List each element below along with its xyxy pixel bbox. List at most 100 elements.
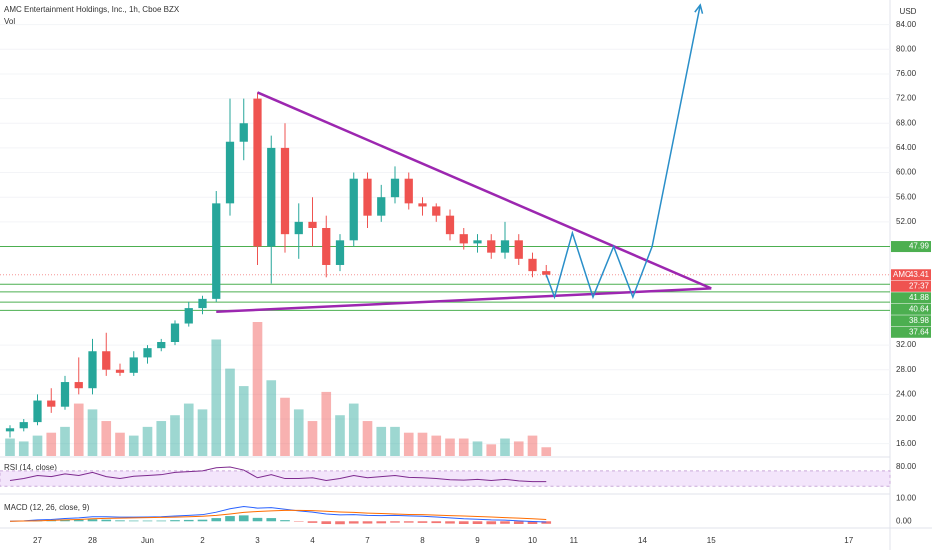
x-tick-label: 14 <box>638 536 647 545</box>
currency: USD <box>900 7 917 16</box>
macd-histogram-bar <box>500 521 510 524</box>
volume-bar <box>293 409 304 456</box>
volume-bar <box>128 435 139 456</box>
volume-bar <box>32 435 43 456</box>
macd-histogram-bar <box>128 520 139 522</box>
macd-tick-label: 0.00 <box>896 516 912 525</box>
candle-body <box>47 400 56 407</box>
candle-body <box>74 382 83 389</box>
volume-bar <box>87 409 98 456</box>
rsi-band <box>0 470 891 487</box>
countdown-label: 27:37 <box>909 281 930 290</box>
volume-bar <box>225 368 235 456</box>
volume-bar <box>486 444 497 456</box>
macd-histogram-bar <box>60 519 70 522</box>
volume-bar <box>18 441 29 456</box>
macd-histogram-bar <box>156 520 167 522</box>
candle-body <box>542 271 551 275</box>
x-tick-label: 2 <box>200 536 205 545</box>
macd-histogram-bar <box>486 521 497 525</box>
candle-body <box>5 428 15 432</box>
volume-bar <box>5 438 15 456</box>
macd-histogram-bar <box>431 521 442 524</box>
y-tick-label: 52.00 <box>896 217 917 226</box>
volume-bar <box>101 421 112 456</box>
volume-bar <box>197 409 208 456</box>
candle-body <box>308 221 317 228</box>
candle-body <box>377 197 386 216</box>
candle-body <box>487 240 496 253</box>
candle-body <box>88 351 97 389</box>
macd-histogram-bar <box>513 521 524 524</box>
candle-body <box>239 123 248 142</box>
y-tick-label: 16.00 <box>896 439 917 448</box>
chart-title: AMC Entertainment Holdings, Inc., 1h, Cb… <box>4 5 180 14</box>
volume-bar <box>280 397 290 456</box>
volume-bar <box>403 432 414 456</box>
rsi-tick-label: 80.00 <box>896 462 917 471</box>
x-tick-label: 10 <box>528 536 537 545</box>
candle-body <box>198 298 207 309</box>
x-tick-label: 15 <box>707 536 716 545</box>
candle-body <box>225 141 235 204</box>
candle-body <box>170 323 180 342</box>
candle-body <box>294 221 303 235</box>
y-tick-label: 24.00 <box>896 389 917 398</box>
macd-histogram-bar <box>348 521 359 524</box>
volume-bar <box>321 391 332 456</box>
candle-body <box>212 203 221 299</box>
candle-body <box>253 98 262 247</box>
price-tag <box>891 326 931 338</box>
candle-body <box>267 147 276 247</box>
volume-bar <box>376 426 387 456</box>
price-tag <box>891 303 931 315</box>
volume-bar <box>417 432 428 456</box>
macd-histogram-bar <box>458 521 469 524</box>
price-tag-label: 47.99 <box>909 242 930 251</box>
price-tag-label: 40.64 <box>909 304 930 313</box>
macd-histogram-bar <box>225 516 235 522</box>
y-tick-label: 80.00 <box>896 44 917 53</box>
y-tick-label: 28.00 <box>896 365 917 374</box>
macd-title: MACD (12, 26, close, 9) <box>4 503 90 512</box>
volume-bar <box>431 435 442 456</box>
x-tick-label: 9 <box>475 536 480 545</box>
volume-bar <box>445 438 455 456</box>
volume-bar <box>348 403 359 456</box>
price-tag-label: 37.64 <box>909 327 930 336</box>
volume-bar <box>266 380 277 456</box>
volume-bar <box>211 339 222 456</box>
price-tag-label: 43.41 <box>909 270 930 279</box>
volume-bar <box>458 438 469 456</box>
price-tag-name: AMC <box>893 270 911 279</box>
macd-histogram-bar <box>115 520 125 522</box>
macd-macd-line <box>9 505 547 523</box>
y-tick-label: 56.00 <box>896 192 917 201</box>
candle-body <box>157 342 166 349</box>
candle-body <box>335 240 345 265</box>
y-tick-label: 84.00 <box>896 20 917 29</box>
y-tick-label: 68.00 <box>896 118 917 127</box>
macd-histogram-bar <box>362 521 373 524</box>
macd-histogram-bar <box>307 521 318 523</box>
projection-path <box>545 4 701 300</box>
volume-bar <box>46 432 57 456</box>
x-tick-label: 3 <box>255 536 260 545</box>
volume-bar <box>156 421 167 456</box>
candle-body <box>129 357 138 373</box>
macd-signal-line <box>9 509 547 522</box>
macd-histogram-bar <box>238 515 249 522</box>
macd-histogram-bar <box>252 517 263 522</box>
x-tick-label: Jun <box>141 536 154 545</box>
volume-bar <box>183 403 194 456</box>
candle-body <box>33 400 42 423</box>
rsi-line <box>9 466 547 483</box>
candle-body <box>514 240 523 259</box>
volume-bar <box>252 322 263 456</box>
volume-bar <box>307 421 318 456</box>
candle-body <box>349 178 358 241</box>
macd-histogram-bar <box>403 521 414 523</box>
volume-bar <box>472 441 483 456</box>
macd-histogram-bar <box>197 519 208 522</box>
macd-histogram-bar <box>73 519 84 522</box>
